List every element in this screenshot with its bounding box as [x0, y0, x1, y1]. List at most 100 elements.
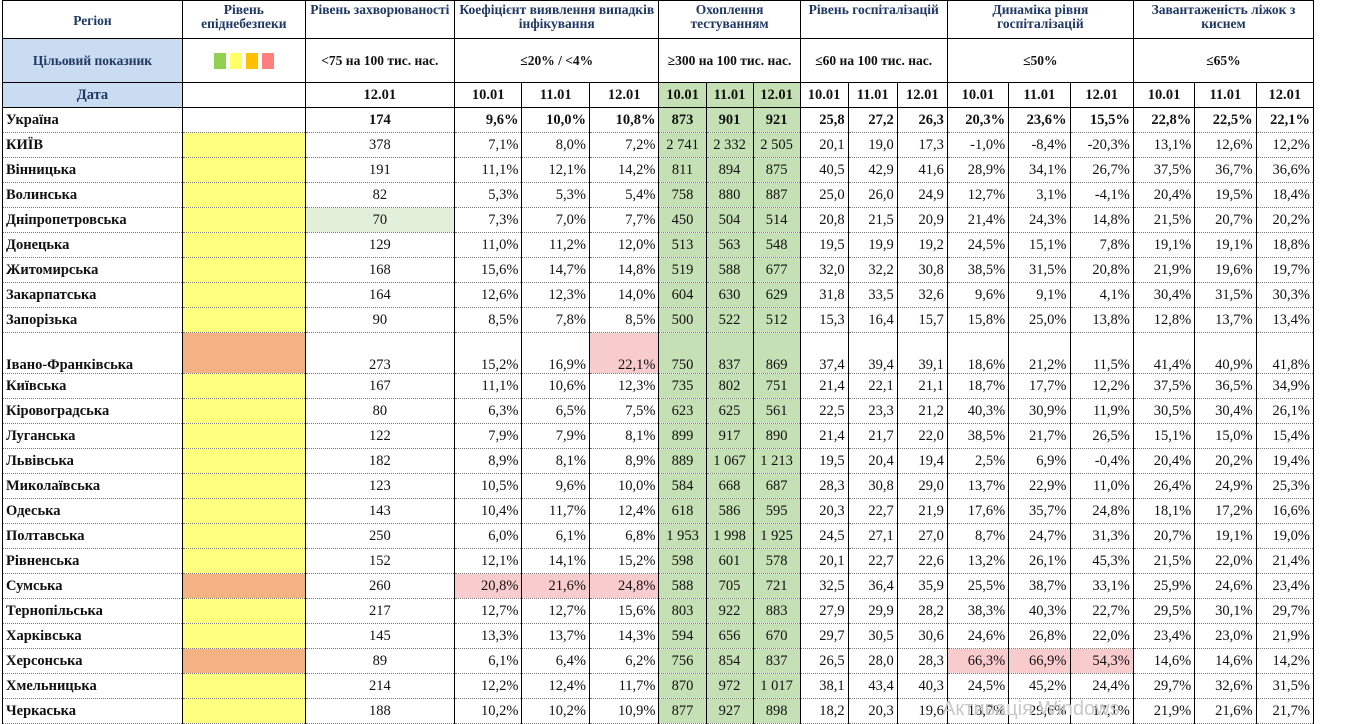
- testing-value: 668: [705, 473, 754, 499]
- date-header-cell: 10.01: [453, 82, 523, 108]
- date-header-cell: 12.01: [1255, 82, 1315, 108]
- hospital-value: 21,4: [799, 373, 849, 399]
- beds-value: 32,6%: [1194, 673, 1257, 699]
- beds-value: 23,4%: [1255, 573, 1315, 599]
- hospital-value: 20,3: [799, 498, 849, 524]
- detection-value: 12,6%: [453, 282, 523, 308]
- epi-level-cell: [181, 498, 306, 524]
- beds-value: 19,7%: [1255, 257, 1315, 283]
- detection-value: 13,7%: [521, 623, 590, 649]
- detection-value: 6,0%: [453, 523, 523, 549]
- hospital-value: 15,3: [799, 307, 849, 333]
- detection-value: 5,4%: [588, 182, 660, 208]
- epi-level-cell: [181, 257, 306, 283]
- dynamics-value: 17,6%: [946, 498, 1010, 524]
- target-testing: ≥300 на 100 тис. нас.: [658, 38, 801, 83]
- testing-value: 751: [752, 373, 801, 399]
- table-row: Сумська 260 20,8% 21,6% 24,8% 588 705 721 32,5 36…: [2, 573, 1315, 599]
- dynamics-value: 12,2%: [1069, 373, 1134, 399]
- beds-value: 19,0%: [1255, 523, 1315, 549]
- beds-value: 15,1%: [1132, 423, 1196, 449]
- date-header-cell: 10.01: [946, 82, 1010, 108]
- beds-value: 37,5%: [1132, 373, 1196, 399]
- testing-value: 1 213: [752, 448, 801, 474]
- region-name: Волинська: [2, 182, 183, 208]
- epi-level-cell: [181, 157, 306, 183]
- region-name: Луганська: [2, 423, 183, 449]
- hospital-value: 15,7: [896, 307, 948, 333]
- dynamics-value: 45,3%: [1069, 548, 1134, 574]
- hospital-value: 21,5: [847, 207, 898, 233]
- testing-value: 601: [705, 548, 754, 574]
- header-hospital: Рівень госпіталізацій: [799, 0, 948, 39]
- testing-value: 595: [752, 498, 801, 524]
- hospital-value: 43,4: [847, 673, 898, 699]
- hospital-value: 32,5: [799, 573, 849, 599]
- date-incidence: 12.01: [304, 82, 455, 108]
- detection-value: 10,2%: [453, 698, 523, 724]
- beds-value: 30,1%: [1194, 598, 1257, 624]
- hospital-value: 27,9: [799, 598, 849, 624]
- covid-region-table: Регіон Рівень епіднебезпеки Рівень захво…: [2, 0, 1315, 724]
- legend-swatch: [245, 52, 258, 69]
- date-header-cell: 11.01: [705, 82, 754, 108]
- region-name: Донецька: [2, 232, 183, 258]
- hospital-value: 30,6: [896, 623, 948, 649]
- hospital-value: 21,1: [896, 373, 948, 399]
- epi-level-cell: [181, 598, 306, 624]
- region-name: Закарпатська: [2, 282, 183, 308]
- beds-value: 22,1%: [1255, 107, 1315, 133]
- detection-value: 10,5%: [453, 473, 523, 499]
- testing-value: 598: [658, 548, 707, 574]
- hospital-value: 28,3: [896, 648, 948, 674]
- windows-activation-watermark: Активація Windows: [942, 698, 1120, 720]
- dynamics-value: 8,7%: [946, 523, 1010, 549]
- date-header-cell: 10.01: [658, 82, 707, 108]
- testing-value: 625: [705, 398, 754, 424]
- beds-value: 20,4%: [1132, 448, 1196, 474]
- hospital-value: 21,9: [896, 498, 948, 524]
- covid-region-table-view: Регіон Рівень епіднебезпеки Рівень захво…: [2, 0, 1315, 724]
- date-header-cell: 12.01: [588, 82, 660, 108]
- dynamics-value: 24,7%: [1008, 523, 1071, 549]
- date-header-cell: 11.01: [847, 82, 898, 108]
- beds-value: 25,3%: [1255, 473, 1315, 499]
- epi-level-cell: [181, 398, 306, 424]
- testing-value: 623: [658, 398, 707, 424]
- epi-level-cell: [181, 282, 306, 308]
- testing-value: 877: [658, 698, 707, 724]
- date-header-cell: 10.01: [1132, 82, 1196, 108]
- header-row: Регіон Рівень епіднебезпеки Рівень захво…: [2, 0, 1315, 39]
- detection-value: 14,8%: [588, 257, 660, 283]
- detection-value: 22,1%: [588, 332, 660, 374]
- detection-value: 14,0%: [588, 282, 660, 308]
- dynamics-value: 26,5%: [1069, 423, 1134, 449]
- hospital-value: 21,4: [799, 423, 849, 449]
- detection-value: 15,6%: [453, 257, 523, 283]
- beds-value: 19,1%: [1194, 523, 1257, 549]
- beds-value: 36,5%: [1194, 373, 1257, 399]
- region-name: Хмельницька: [2, 673, 183, 699]
- region-name: Україна: [2, 107, 183, 133]
- testing-value: 578: [752, 548, 801, 574]
- dynamics-value: 40,3%: [1008, 598, 1071, 624]
- testing-value: 2 332: [705, 132, 754, 158]
- region-name: Одеська: [2, 498, 183, 524]
- table-row: Івано-Франківська 273 15,2% 16,9% 22,1% 750 83…: [2, 332, 1315, 374]
- beds-value: 41,4%: [1132, 332, 1196, 374]
- header-region: Регіон: [2, 0, 183, 39]
- hospital-value: 40,5: [799, 157, 849, 183]
- legend-swatch: [261, 52, 274, 69]
- dynamics-value: 22,7%: [1069, 598, 1134, 624]
- incidence-value: 129: [304, 232, 455, 258]
- table-row: Вінницька 191 11,1% 12,1% 14,2% 811 894 875 40,5…: [2, 157, 1315, 183]
- region-name: Запорізька: [2, 307, 183, 333]
- testing-value: 721: [752, 573, 801, 599]
- dynamics-value: 26,8%: [1008, 623, 1071, 649]
- beds-value: 19,1%: [1194, 232, 1257, 258]
- hospital-value: 22,1: [847, 373, 898, 399]
- dynamics-value: 20,3%: [946, 107, 1010, 133]
- dynamics-value: 7,8%: [1069, 232, 1134, 258]
- beds-value: 24,6%: [1194, 573, 1257, 599]
- testing-value: 656: [705, 623, 754, 649]
